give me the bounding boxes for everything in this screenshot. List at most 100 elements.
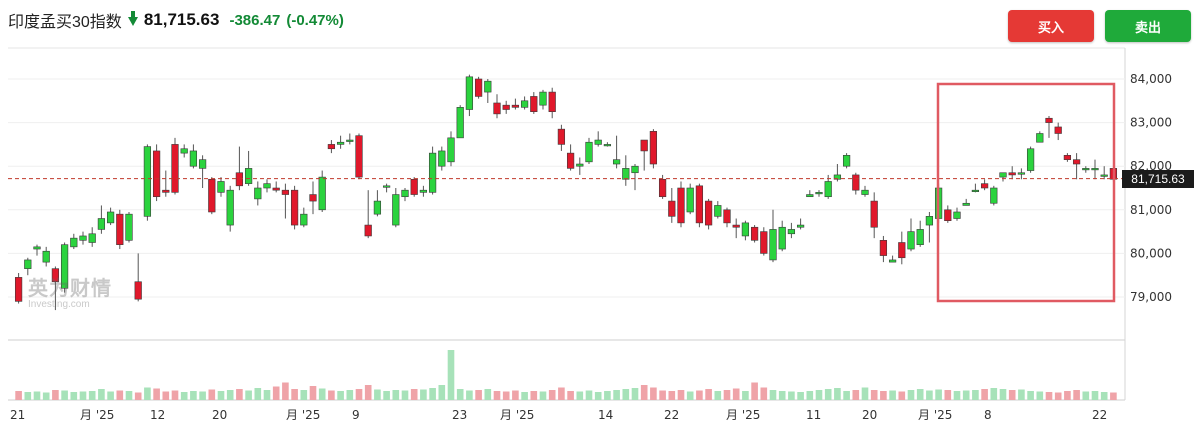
candle (861, 185, 869, 197)
candle (760, 227, 768, 256)
candle (787, 222, 796, 239)
candle (971, 183, 980, 193)
candle (852, 172, 860, 195)
volume-bar (98, 389, 105, 400)
candle-body (272, 187, 280, 191)
price-change: -386.47 (229, 11, 281, 29)
volume-bar (493, 391, 501, 400)
candle (419, 185, 428, 197)
volume-bar (916, 389, 924, 400)
volume-bar (309, 386, 317, 400)
candle (484, 79, 492, 103)
volume-bar (576, 391, 584, 400)
candle-body (833, 174, 842, 180)
candle-body (879, 240, 888, 256)
volume-bar (236, 389, 243, 400)
volume-bar (815, 390, 823, 400)
candle-body (309, 194, 317, 202)
candle (1091, 159, 1099, 180)
volume-bar (61, 390, 68, 400)
sell-button[interactable]: 卖出 (1105, 10, 1191, 42)
candle (585, 137, 593, 165)
volume-bar (567, 391, 574, 400)
volume-bar (962, 390, 970, 400)
volume-bar (153, 388, 160, 400)
candle (603, 142, 612, 147)
volume-bar (659, 390, 666, 400)
volume-bar (677, 390, 685, 400)
candle (198, 155, 207, 188)
candle-body (143, 146, 152, 217)
volume-bar (769, 390, 777, 400)
candle (171, 137, 179, 195)
candle-body (714, 205, 722, 217)
volume-bar (880, 391, 887, 400)
volume-bar (199, 391, 206, 400)
volume-bar (88, 391, 96, 400)
candle (539, 89, 547, 110)
volume-bar (33, 391, 41, 400)
x-tick-label: 12 (150, 408, 165, 422)
candle-body (815, 192, 823, 195)
candle (980, 179, 989, 191)
candle (1072, 153, 1081, 180)
price-change-percent: (-0.47%) (286, 11, 344, 29)
volume-bar (300, 390, 308, 400)
candle (686, 183, 694, 215)
candle (879, 235, 888, 263)
candle-body (24, 259, 32, 269)
buy-button[interactable]: 买入 (1008, 10, 1094, 42)
volume-bar (134, 392, 142, 400)
candle-body (796, 224, 805, 228)
volume-bar (1100, 392, 1108, 400)
candle (594, 131, 602, 147)
candle (907, 218, 915, 252)
candle-body (318, 176, 326, 211)
candle (134, 253, 142, 302)
candle-body (97, 218, 106, 230)
candle (557, 124, 566, 151)
candle-body (244, 168, 253, 184)
last-price: 81,715.63 (143, 10, 220, 29)
candle-body (60, 244, 69, 289)
candle (815, 190, 823, 197)
y-tick-label: 83,000 (1130, 116, 1172, 130)
candle-body (171, 144, 179, 193)
candle-body (980, 183, 989, 189)
candle (1082, 166, 1090, 173)
volume-bar (686, 391, 694, 400)
candle (944, 205, 952, 223)
volume-bar (226, 390, 234, 400)
candle (327, 140, 336, 154)
candle-body (842, 155, 851, 167)
candle-body (585, 141, 593, 163)
candle (695, 183, 704, 228)
candle (97, 205, 106, 234)
volume-bar (24, 392, 32, 400)
volume-bar (723, 390, 731, 400)
volume-bar (797, 392, 804, 400)
volume-bar (1018, 389, 1025, 400)
candle-body (290, 189, 299, 226)
volume-bar (346, 390, 354, 400)
volume-bar (42, 392, 50, 400)
candle-body (732, 224, 740, 228)
candle-body (162, 189, 170, 193)
candle (530, 92, 538, 114)
candle (677, 181, 685, 228)
volume-bar (401, 390, 409, 400)
candle-body (622, 168, 630, 180)
x-tick-label: 8 (984, 408, 992, 422)
y-tick-label: 80,000 (1130, 246, 1172, 260)
candle (796, 218, 805, 230)
candle (649, 129, 658, 169)
volume-bar (180, 392, 188, 400)
candle-body (447, 137, 455, 163)
index-title: 印度孟买30指数 (8, 14, 122, 31)
candle-body (134, 281, 142, 300)
volume-bar (15, 391, 22, 400)
candle-body (870, 200, 878, 228)
candle (88, 227, 96, 247)
candle (999, 172, 1007, 182)
